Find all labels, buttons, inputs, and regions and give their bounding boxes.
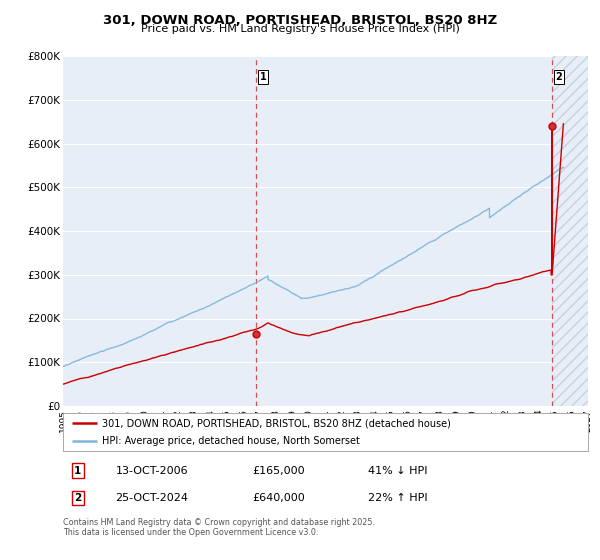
Text: £640,000: £640,000 <box>252 493 305 503</box>
Text: £165,000: £165,000 <box>252 466 305 476</box>
Text: 22% ↑ HPI: 22% ↑ HPI <box>367 493 427 503</box>
Text: 301, DOWN ROAD, PORTISHEAD, BRISTOL, BS20 8HZ: 301, DOWN ROAD, PORTISHEAD, BRISTOL, BS2… <box>103 14 497 27</box>
Text: 25-OCT-2024: 25-OCT-2024 <box>115 493 188 503</box>
Text: 2: 2 <box>74 493 82 503</box>
Text: 13-OCT-2006: 13-OCT-2006 <box>115 466 188 476</box>
Text: Contains HM Land Registry data © Crown copyright and database right 2025.
This d: Contains HM Land Registry data © Crown c… <box>63 518 375 538</box>
Text: 1: 1 <box>260 72 266 82</box>
Text: HPI: Average price, detached house, North Somerset: HPI: Average price, detached house, Nort… <box>103 436 360 446</box>
Text: Price paid vs. HM Land Registry's House Price Index (HPI): Price paid vs. HM Land Registry's House … <box>140 24 460 34</box>
Text: 1: 1 <box>74 466 82 476</box>
Text: 301, DOWN ROAD, PORTISHEAD, BRISTOL, BS20 8HZ (detached house): 301, DOWN ROAD, PORTISHEAD, BRISTOL, BS2… <box>103 418 451 428</box>
Text: 2: 2 <box>556 72 562 82</box>
Text: 41% ↓ HPI: 41% ↓ HPI <box>367 466 427 476</box>
Bar <box>552 56 588 406</box>
